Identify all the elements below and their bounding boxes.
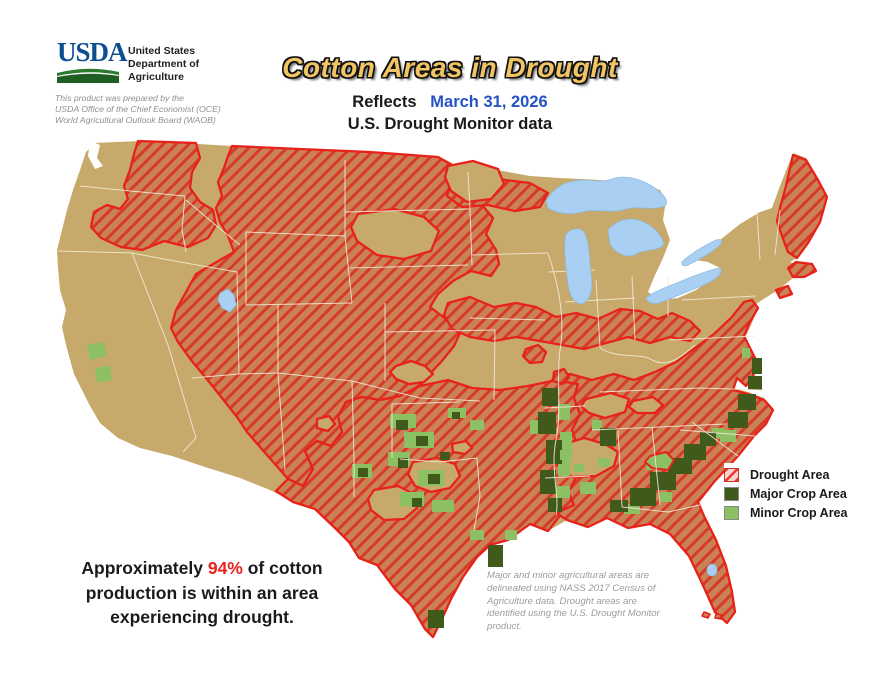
methodology-footnote: Major and minor agricultural areas are d… <box>487 570 660 633</box>
lake-okeechobee <box>706 563 718 577</box>
lake-ontario <box>681 239 722 267</box>
stat-percentage: 94% <box>207 558 243 578</box>
crop-areas-clear <box>87 342 610 472</box>
subtitle: U.S. Drought Monitor data <box>347 115 553 133</box>
usda-swoosh-icon <box>57 68 119 83</box>
legend-label: Drought Area <box>750 467 830 482</box>
lake-superior <box>545 176 667 215</box>
lake-erie <box>645 267 722 304</box>
map-legend: Drought Area Major Crop Area Minor Crop … <box>724 463 848 524</box>
lake-huron <box>607 218 665 257</box>
legend-row-drought: Drought Area <box>724 465 847 484</box>
drought-area-swatch-icon <box>724 467 739 482</box>
reflects-label: Reflects <box>352 93 417 111</box>
lakes <box>217 176 722 577</box>
reflects-date: March 31, 2026 <box>430 93 548 111</box>
usda-dept-name: United States Department of Agriculture <box>128 45 200 83</box>
legend-label: Minor Crop Area <box>750 505 848 520</box>
legend-label: Major Crop Area <box>750 486 847 501</box>
minor-crop-swatch-icon <box>724 505 739 520</box>
prepared-by-note: This product was prepared by the USDA Of… <box>55 93 221 125</box>
header-titles: Cotton Areas in Drought Reflects March 3… <box>230 52 670 134</box>
major-crop-swatch-icon <box>724 486 739 501</box>
reflects-line: Reflects March 31, 2026 <box>230 93 670 112</box>
legend-row-major-crop: Major Crop Area <box>724 484 847 503</box>
usda-logo-text: USDA <box>57 37 128 67</box>
page-title: Cotton Areas in Drought <box>282 52 618 83</box>
great-salt-lake <box>217 288 237 313</box>
legend-row-minor-crop: Minor Crop Area <box>724 503 847 522</box>
major-crop-patches <box>358 358 762 628</box>
usda-logo: USDA United States Department of Agricul… <box>57 37 277 83</box>
georgia-crop-ring <box>643 450 676 472</box>
lake-michigan <box>564 228 593 305</box>
drought-stat-text: Approximately 94% of cotton production i… <box>81 558 323 627</box>
